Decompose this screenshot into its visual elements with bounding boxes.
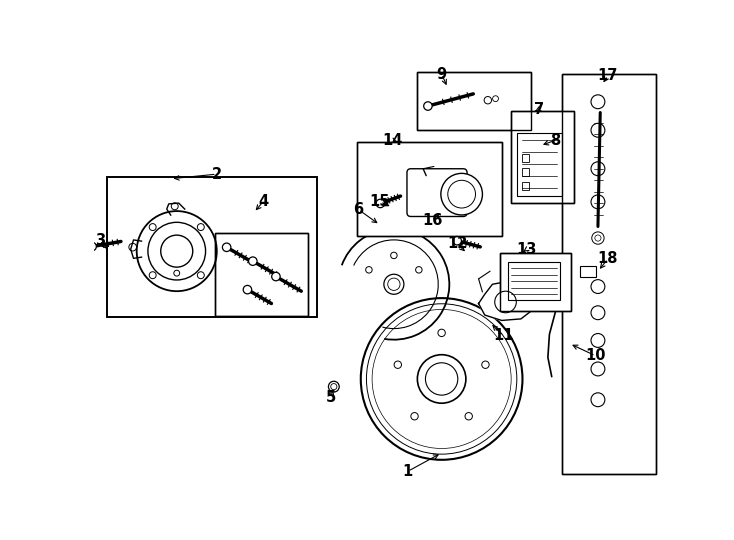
Circle shape (424, 102, 432, 110)
Text: 14: 14 (382, 133, 402, 148)
Text: 13: 13 (516, 242, 537, 257)
Bar (522, 182, 529, 190)
Circle shape (222, 243, 231, 252)
Text: 10: 10 (586, 348, 606, 363)
Bar (215, 233, 308, 316)
Bar (562, 74, 655, 475)
Circle shape (272, 272, 280, 281)
Text: 18: 18 (597, 251, 618, 266)
Text: 2: 2 (211, 167, 222, 181)
Text: 16: 16 (422, 213, 443, 228)
Text: 6: 6 (353, 202, 363, 217)
Text: 4: 4 (258, 194, 268, 210)
Bar (107, 177, 317, 318)
Text: 9: 9 (437, 66, 447, 82)
Text: 8: 8 (550, 133, 561, 148)
Bar (511, 111, 574, 204)
Circle shape (441, 173, 482, 215)
Circle shape (88, 242, 96, 251)
Bar (500, 253, 571, 311)
Bar (511, 111, 574, 204)
Circle shape (453, 237, 462, 245)
Bar (522, 154, 529, 162)
Circle shape (376, 199, 385, 208)
Text: 11: 11 (493, 328, 514, 343)
Bar (508, 262, 560, 300)
Text: 5: 5 (326, 390, 336, 405)
Bar (522, 168, 529, 176)
Bar (215, 233, 308, 316)
Circle shape (495, 291, 516, 313)
Bar (500, 253, 571, 311)
Text: 12: 12 (447, 236, 468, 251)
Text: 7: 7 (534, 102, 544, 117)
Text: 17: 17 (597, 68, 618, 83)
Bar (580, 266, 595, 276)
Bar (417, 72, 531, 130)
Bar (107, 177, 317, 318)
Circle shape (249, 257, 257, 265)
Bar (562, 74, 655, 475)
Bar (357, 142, 501, 236)
Bar (417, 72, 531, 130)
Text: 3: 3 (95, 233, 105, 248)
FancyBboxPatch shape (407, 169, 467, 217)
Circle shape (243, 286, 252, 294)
Bar (357, 142, 501, 236)
Text: 1: 1 (403, 464, 413, 479)
Text: 15: 15 (370, 194, 390, 210)
Polygon shape (479, 280, 534, 320)
Bar (517, 132, 562, 195)
